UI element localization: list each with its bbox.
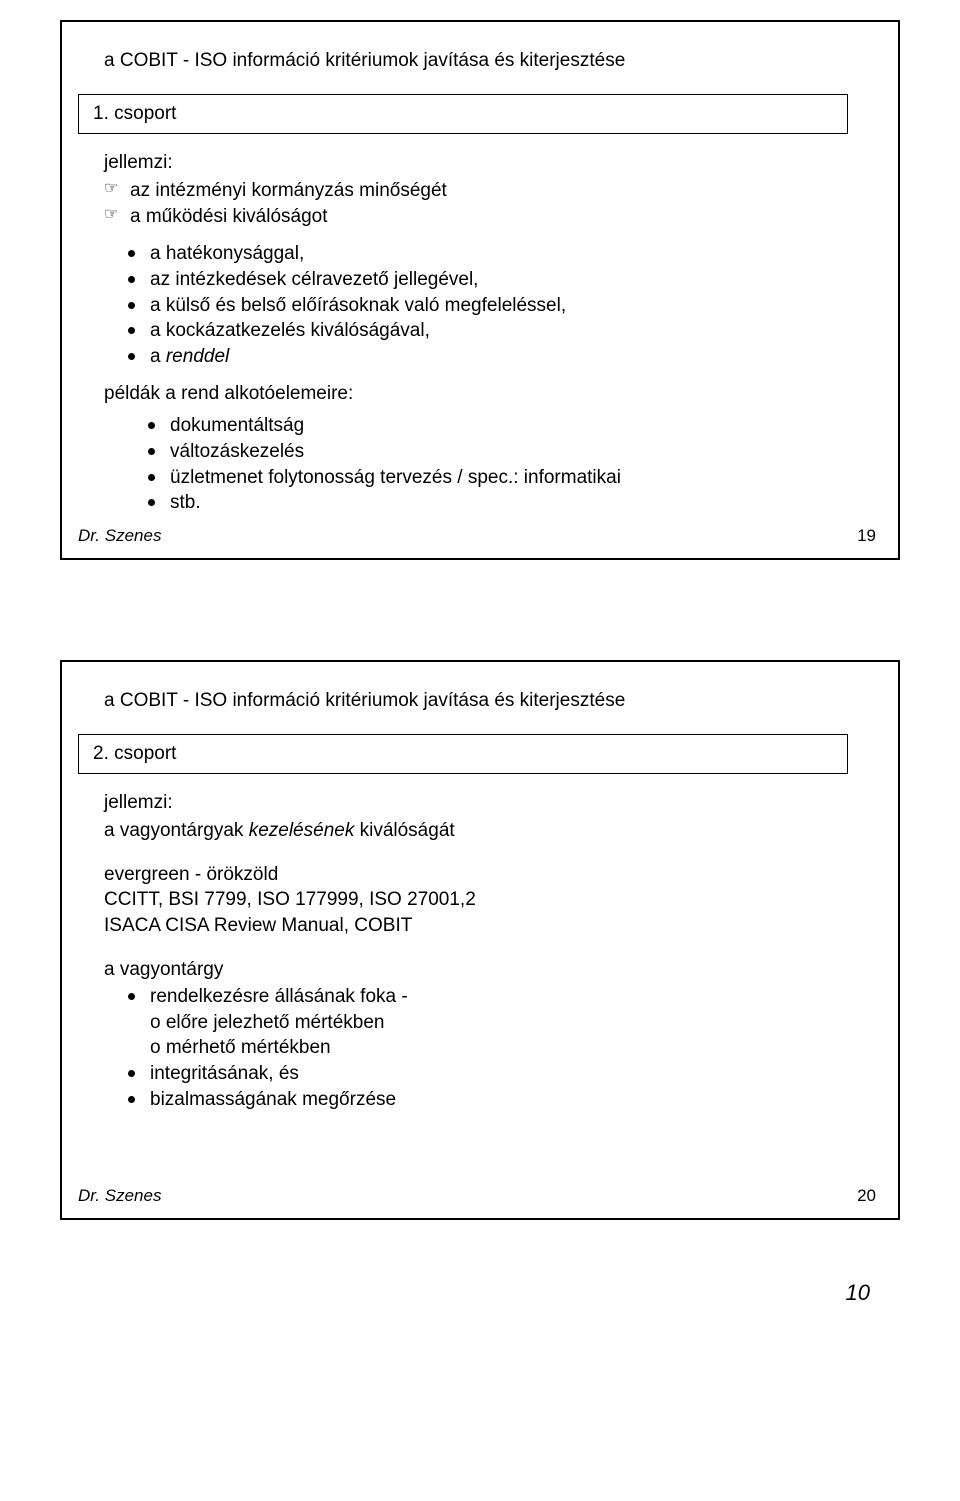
sub-line: o mérhető mértékben	[150, 1035, 862, 1061]
bullet-list-3: rendelkezésre állásának foka - o előre j…	[98, 984, 862, 1112]
slide-20: a COBIT - ISO információ kritériumok jav…	[60, 660, 900, 1220]
bullet-item: bizalmasságának megőrzése	[128, 1087, 862, 1113]
slide-title: a COBIT - ISO információ kritériumok jav…	[104, 50, 862, 72]
hand-list: az intézményi kormányzás minőségét a műk…	[98, 178, 862, 229]
hand-item: a működési kiválóságot	[104, 204, 862, 230]
footer-author: Dr. Szenes	[78, 526, 161, 546]
text-line: CCITT, BSI 7799, ISO 177999, ISO 27001,2	[104, 887, 862, 913]
slide-number: 20	[857, 1186, 876, 1206]
bullet-list-2: dokumentáltság változáskezelés üzletmene…	[98, 413, 862, 516]
bullet-item: az intézkedések célravezető jellegével,	[128, 267, 862, 293]
subheading: példák a rend alkotóelemeire:	[104, 383, 862, 405]
bullet-item: a kockázatkezelés kiválóságával,	[128, 318, 862, 344]
page-number: 10	[60, 1280, 900, 1306]
section-label: jellemzi:	[104, 152, 862, 174]
group-label-box: 1. csoport	[78, 94, 848, 134]
text-line: a vagyontárgyak kezelésének kiválóságát	[104, 818, 862, 844]
bullet-list-1: a hatékonysággal, az intézkedések célrav…	[98, 241, 862, 369]
section-label: jellemzi:	[104, 792, 862, 814]
sub-label: a vagyontárgy	[104, 957, 862, 983]
footer-author: Dr. Szenes	[78, 1186, 161, 1206]
bullet-item: a külső és belső előírásoknak való megfe…	[128, 293, 862, 319]
bullet-item: integritásának, és	[128, 1061, 862, 1087]
bullet-item: dokumentáltság	[148, 413, 862, 439]
hand-item: az intézményi kormányzás minőségét	[104, 178, 862, 204]
slide-19: a COBIT - ISO információ kritériumok jav…	[60, 20, 900, 560]
bullet-item: stb.	[148, 490, 862, 516]
page: a COBIT - ISO információ kritériumok jav…	[0, 0, 960, 1346]
bullet-item: üzletmenet folytonosság tervezés / spec.…	[148, 465, 862, 491]
sub-line: o előre jelezhető mértékben	[150, 1010, 862, 1036]
bullet-item: a hatékonysággal,	[128, 241, 862, 267]
group-label-box: 2. csoport	[78, 734, 848, 774]
text-line: ISACA CISA Review Manual, COBIT	[104, 913, 862, 939]
text-line: evergreen - örökzöld	[104, 862, 862, 888]
slide-number: 19	[857, 526, 876, 546]
bullet-item: rendelkezésre állásának foka - o előre j…	[128, 984, 862, 1061]
slide-title: a COBIT - ISO információ kritériumok jav…	[104, 690, 862, 712]
bullet-item: változáskezelés	[148, 439, 862, 465]
bullet-item: a renddel	[128, 344, 862, 370]
